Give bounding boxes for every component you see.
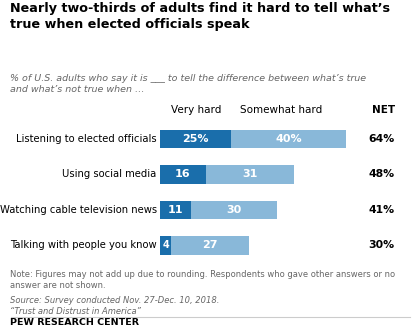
Text: PEW RESEARCH CENTER: PEW RESEARCH CENTER: [10, 318, 139, 327]
Bar: [231, 129, 346, 148]
Text: 27: 27: [202, 240, 218, 250]
Text: Watching cable television news: Watching cable television news: [0, 205, 157, 215]
Bar: [192, 201, 277, 219]
Bar: [160, 165, 206, 183]
Text: 40%: 40%: [275, 134, 302, 144]
Text: Listening to elected officials: Listening to elected officials: [16, 134, 157, 144]
Text: Note: Figures may not add up due to rounding. Respondents who gave other answers: Note: Figures may not add up due to roun…: [10, 270, 396, 290]
Bar: [160, 236, 171, 255]
Text: 16: 16: [175, 169, 191, 179]
Text: “Trust and Distrust in America”: “Trust and Distrust in America”: [10, 307, 142, 316]
Bar: [160, 129, 231, 148]
Text: Very hard: Very hard: [171, 105, 221, 115]
Text: 11: 11: [168, 205, 184, 215]
Text: 31: 31: [242, 169, 258, 179]
Text: Nearly two-thirds of adults find it hard to tell what’s
true when elected offici: Nearly two-thirds of adults find it hard…: [10, 2, 391, 31]
Text: NET: NET: [372, 105, 395, 115]
Text: Talking with people you know: Talking with people you know: [10, 240, 157, 250]
Text: 4: 4: [163, 240, 169, 250]
Text: 30: 30: [227, 205, 242, 215]
Text: 30%: 30%: [369, 240, 395, 250]
Bar: [160, 201, 192, 219]
Text: Using social media: Using social media: [63, 169, 157, 179]
Text: 64%: 64%: [369, 134, 395, 144]
Bar: [171, 236, 249, 255]
Text: Somewhat hard: Somewhat hard: [240, 105, 323, 115]
Text: 48%: 48%: [369, 169, 395, 179]
Text: Source: Survey conducted Nov. 27-Dec. 10, 2018.: Source: Survey conducted Nov. 27-Dec. 10…: [10, 296, 220, 305]
Text: 41%: 41%: [369, 205, 395, 215]
Text: % of U.S. adults who say it is ___ to tell the difference between what’s true
an: % of U.S. adults who say it is ___ to te…: [10, 74, 367, 94]
Text: 25%: 25%: [182, 134, 209, 144]
Bar: [206, 165, 294, 183]
